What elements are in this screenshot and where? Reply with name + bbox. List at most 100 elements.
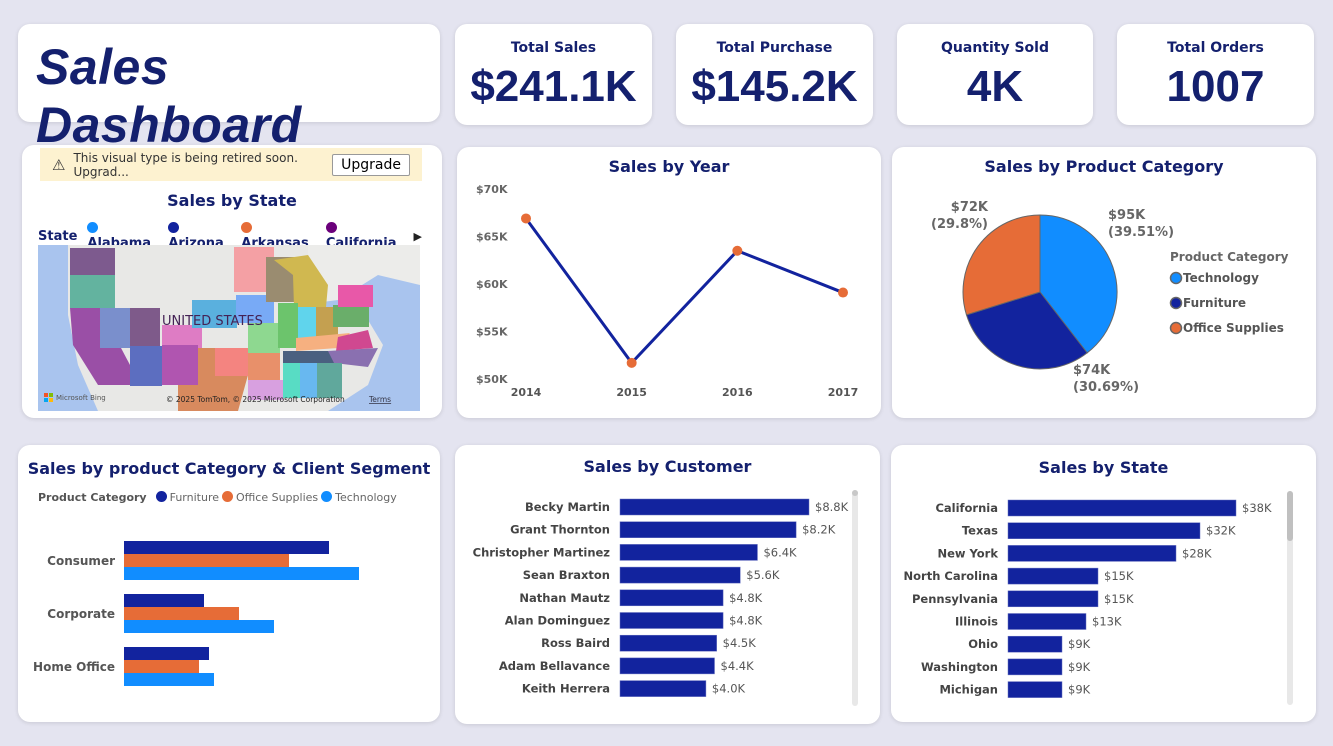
data-label-percent: (30.69%) xyxy=(1073,380,1139,395)
us-map[interactable]: UNITED STATES Microsoft Bing © 2025 TomT… xyxy=(38,245,420,411)
legend-item: Office Supplies xyxy=(1183,321,1284,335)
data-point xyxy=(732,245,743,256)
data-label: $9K xyxy=(1068,683,1091,697)
category-label: New York xyxy=(937,546,998,560)
category-label: Michigan xyxy=(939,683,998,697)
sales-by-year-card: Sales by Year $50K $55K $60K $65K $70K 2014 20… xyxy=(457,147,881,418)
sales-line xyxy=(524,217,844,366)
data-label-value: $95K xyxy=(1108,208,1146,223)
data-label-percent: (39.51%) xyxy=(1108,225,1174,240)
bar xyxy=(619,498,810,516)
state-region xyxy=(130,308,160,346)
bar xyxy=(1007,545,1177,562)
data-label: $4.8K xyxy=(729,614,763,628)
state-region xyxy=(70,248,115,278)
terms-link[interactable]: Terms xyxy=(368,395,391,404)
category-label: Consumer xyxy=(47,554,115,568)
state-region xyxy=(328,348,378,367)
y-tick-label: $60K xyxy=(476,278,508,291)
state-region xyxy=(316,307,338,340)
bar xyxy=(1007,681,1063,698)
y-tick-label: $65K xyxy=(476,231,508,244)
bar-technology xyxy=(124,673,214,686)
sales-by-customer-card: Sales by Customer Becky Martin $8.8K Grant… xyxy=(455,445,880,724)
legend-marker xyxy=(1169,271,1183,285)
data-label: $13K xyxy=(1092,615,1122,629)
scrollbar[interactable] xyxy=(1287,491,1293,705)
category-label: Sean Braxton xyxy=(523,568,610,582)
state-region xyxy=(192,300,237,328)
kpi-label: Quantity Sold xyxy=(941,40,1049,56)
kpi-quantity-sold: Quantity Sold 4K xyxy=(897,24,1093,125)
state-bar-chart: California $38K Texas $32K New York $28K North… xyxy=(904,499,1272,698)
x-tick-label: 2017 xyxy=(828,386,859,399)
y-tick-label: $50K xyxy=(476,373,508,386)
bar-technology xyxy=(124,620,274,633)
map-title: Sales by State xyxy=(167,191,297,210)
chart-title: Sales by Year xyxy=(608,157,730,176)
category-label: Pennsylvania xyxy=(912,592,998,606)
legend-item[interactable]: Technology xyxy=(321,491,397,504)
data-label: $28K xyxy=(1182,546,1212,560)
warning-icon: ⚠ xyxy=(52,155,66,174)
kpi-value: $145.2K xyxy=(691,62,858,111)
state-region xyxy=(333,305,369,327)
bar xyxy=(619,521,797,538)
state-region xyxy=(338,285,373,307)
bar-office-supplies xyxy=(124,554,289,567)
state-region xyxy=(296,333,350,351)
bar xyxy=(1007,590,1099,608)
data-label: $6.4K xyxy=(763,545,797,559)
map-copyright: © 2025 TomTom, © 2025 Microsoft Corporat… xyxy=(166,395,345,404)
kpi-total-orders: Total Orders 1007 xyxy=(1117,24,1314,125)
data-label: $8.2K xyxy=(802,523,836,537)
state-region xyxy=(100,308,130,348)
legend-item[interactable]: Furniture xyxy=(155,491,219,504)
category-label: Alan Dominguez xyxy=(505,614,611,628)
data-label-value: $72K xyxy=(951,200,989,215)
legend-marker xyxy=(1169,321,1183,335)
pie-slice-technology xyxy=(1039,214,1118,354)
kpi-total-purchase: Total Purchase $145.2K xyxy=(676,24,873,125)
category-label: California xyxy=(935,501,998,515)
category-label: Illinois xyxy=(955,615,998,629)
state-region xyxy=(283,363,300,398)
y-tick-label: $55K xyxy=(476,326,508,339)
bar-technology xyxy=(124,567,359,580)
bar xyxy=(1007,635,1063,653)
bar-office-supplies xyxy=(124,607,239,620)
category-label: Nathan Mautz xyxy=(519,591,610,605)
chart-title: Sales by State xyxy=(1038,458,1169,477)
bar-furniture xyxy=(124,647,209,660)
legend-title: State xyxy=(38,228,78,244)
state-region xyxy=(298,307,316,339)
sales-by-category-card: Sales by Product Category $95K (39.51%) $7… xyxy=(892,147,1316,418)
category-label: Corporate xyxy=(47,607,115,621)
bar xyxy=(619,612,724,629)
kpi-label: Total Sales xyxy=(510,40,597,56)
bar xyxy=(1007,499,1237,517)
kpi-value: 4K xyxy=(966,62,1024,111)
upgrade-button[interactable]: Upgrade xyxy=(332,153,410,176)
state-region xyxy=(248,323,280,353)
kpi-total-sales: Total Sales $241.1K xyxy=(455,24,652,125)
legend-title: Product Category xyxy=(1170,250,1289,264)
x-tick-label: 2016 xyxy=(722,386,753,399)
pie-slice-office-supplies xyxy=(962,214,1041,316)
state-region xyxy=(248,380,283,400)
x-tick-label: 2014 xyxy=(511,386,542,399)
segment-legend: Product Category Furniture Office Suppli… xyxy=(38,491,397,504)
bar xyxy=(619,589,724,607)
state-region xyxy=(70,275,115,308)
data-label: $38K xyxy=(1242,501,1272,515)
state-region xyxy=(317,363,342,398)
scrollbar[interactable] xyxy=(852,490,858,706)
x-tick-label: 2015 xyxy=(616,386,647,399)
bar-furniture xyxy=(124,541,329,554)
kpi-label: Total Orders xyxy=(1167,40,1264,56)
legend-item[interactable]: Office Supplies xyxy=(222,491,318,504)
data-label: $4.5K xyxy=(723,636,757,650)
category-label: Grant Thornton xyxy=(510,523,610,537)
bar xyxy=(1007,522,1201,539)
legend-next-arrow-icon[interactable]: ▶ xyxy=(413,229,422,243)
